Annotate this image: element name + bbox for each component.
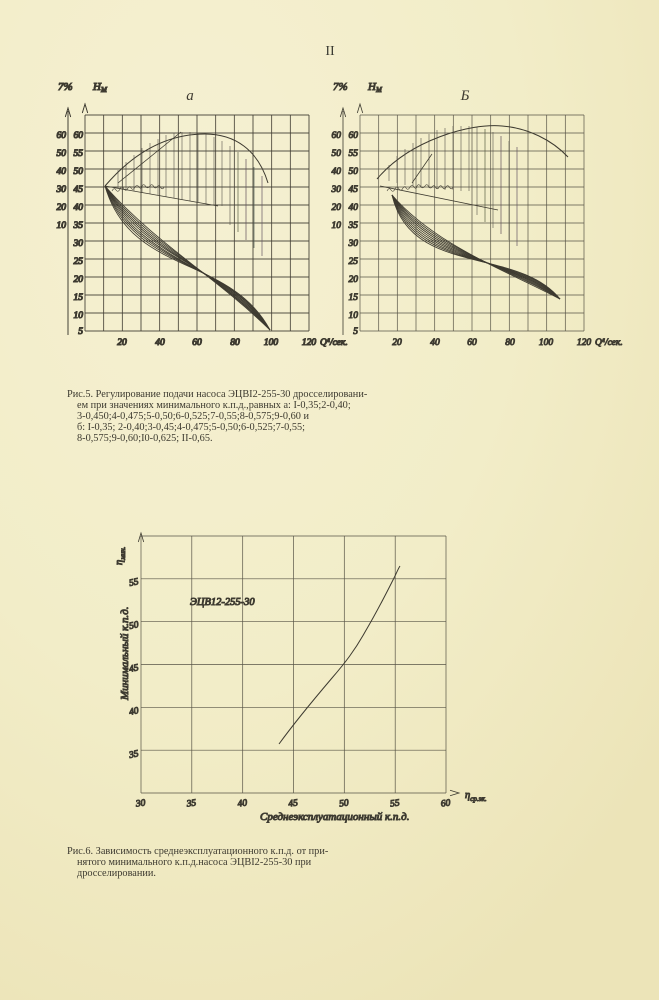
svg-text:ем при значениях минимального: ем при значениях минимального к.п.д.,рав… — [77, 400, 351, 411]
svg-text:Рис.6. Зависимость среднеэкспл: Рис.6. Зависимость среднеэксплуатационно… — [67, 846, 329, 857]
svg-text:Среднеэксплуатационный к.п.д.: Среднеэксплуатационный к.п.д. — [260, 811, 410, 823]
svg-text:40: 40 — [237, 798, 248, 809]
svg-text:8-0,575;9-0,60;I0-0,625; II-0,: 8-0,575;9-0,60;I0-0,625; II-0,65. — [77, 433, 213, 444]
svg-text:3-0,450;4-0,475;5-0,50;6-0,525: 3-0,450;4-0,475;5-0,50;6-0,525;7-0,55;8-… — [77, 411, 310, 422]
svg-text:60: 60 — [440, 798, 451, 809]
svg-text:a: a — [186, 88, 194, 104]
svg-text:Рис.5. Регулирование подачи на: Рис.5. Регулирование подачи насоса ЭЦВI2… — [67, 389, 368, 400]
svg-text:Минимальный к.п.д.: Минимальный к.п.д. — [119, 606, 131, 701]
svg-text:дросселировании.: дросселировании. — [77, 868, 156, 879]
svg-text:45: 45 — [288, 798, 299, 809]
svg-text:35: 35 — [185, 798, 197, 809]
svg-text:нятого минимального к.п.д.насо: нятого минимального к.п.д.насоса ЭЦВI2-2… — [77, 857, 312, 868]
svg-text:II: II — [325, 44, 335, 59]
svg-text:б: I-0,35; 2-0,40;3-0,45;4-0,4: б: I-0,35; 2-0,40;3-0,45;4-0,475;5-0,50;… — [77, 422, 305, 433]
svg-text:Б: Б — [460, 88, 470, 104]
svg-text:30: 30 — [134, 798, 146, 809]
svg-text:50: 50 — [339, 798, 350, 809]
svg-text:ЭЦВ12-255-30: ЭЦВ12-255-30 — [190, 597, 255, 608]
svg-text:55: 55 — [390, 798, 401, 809]
